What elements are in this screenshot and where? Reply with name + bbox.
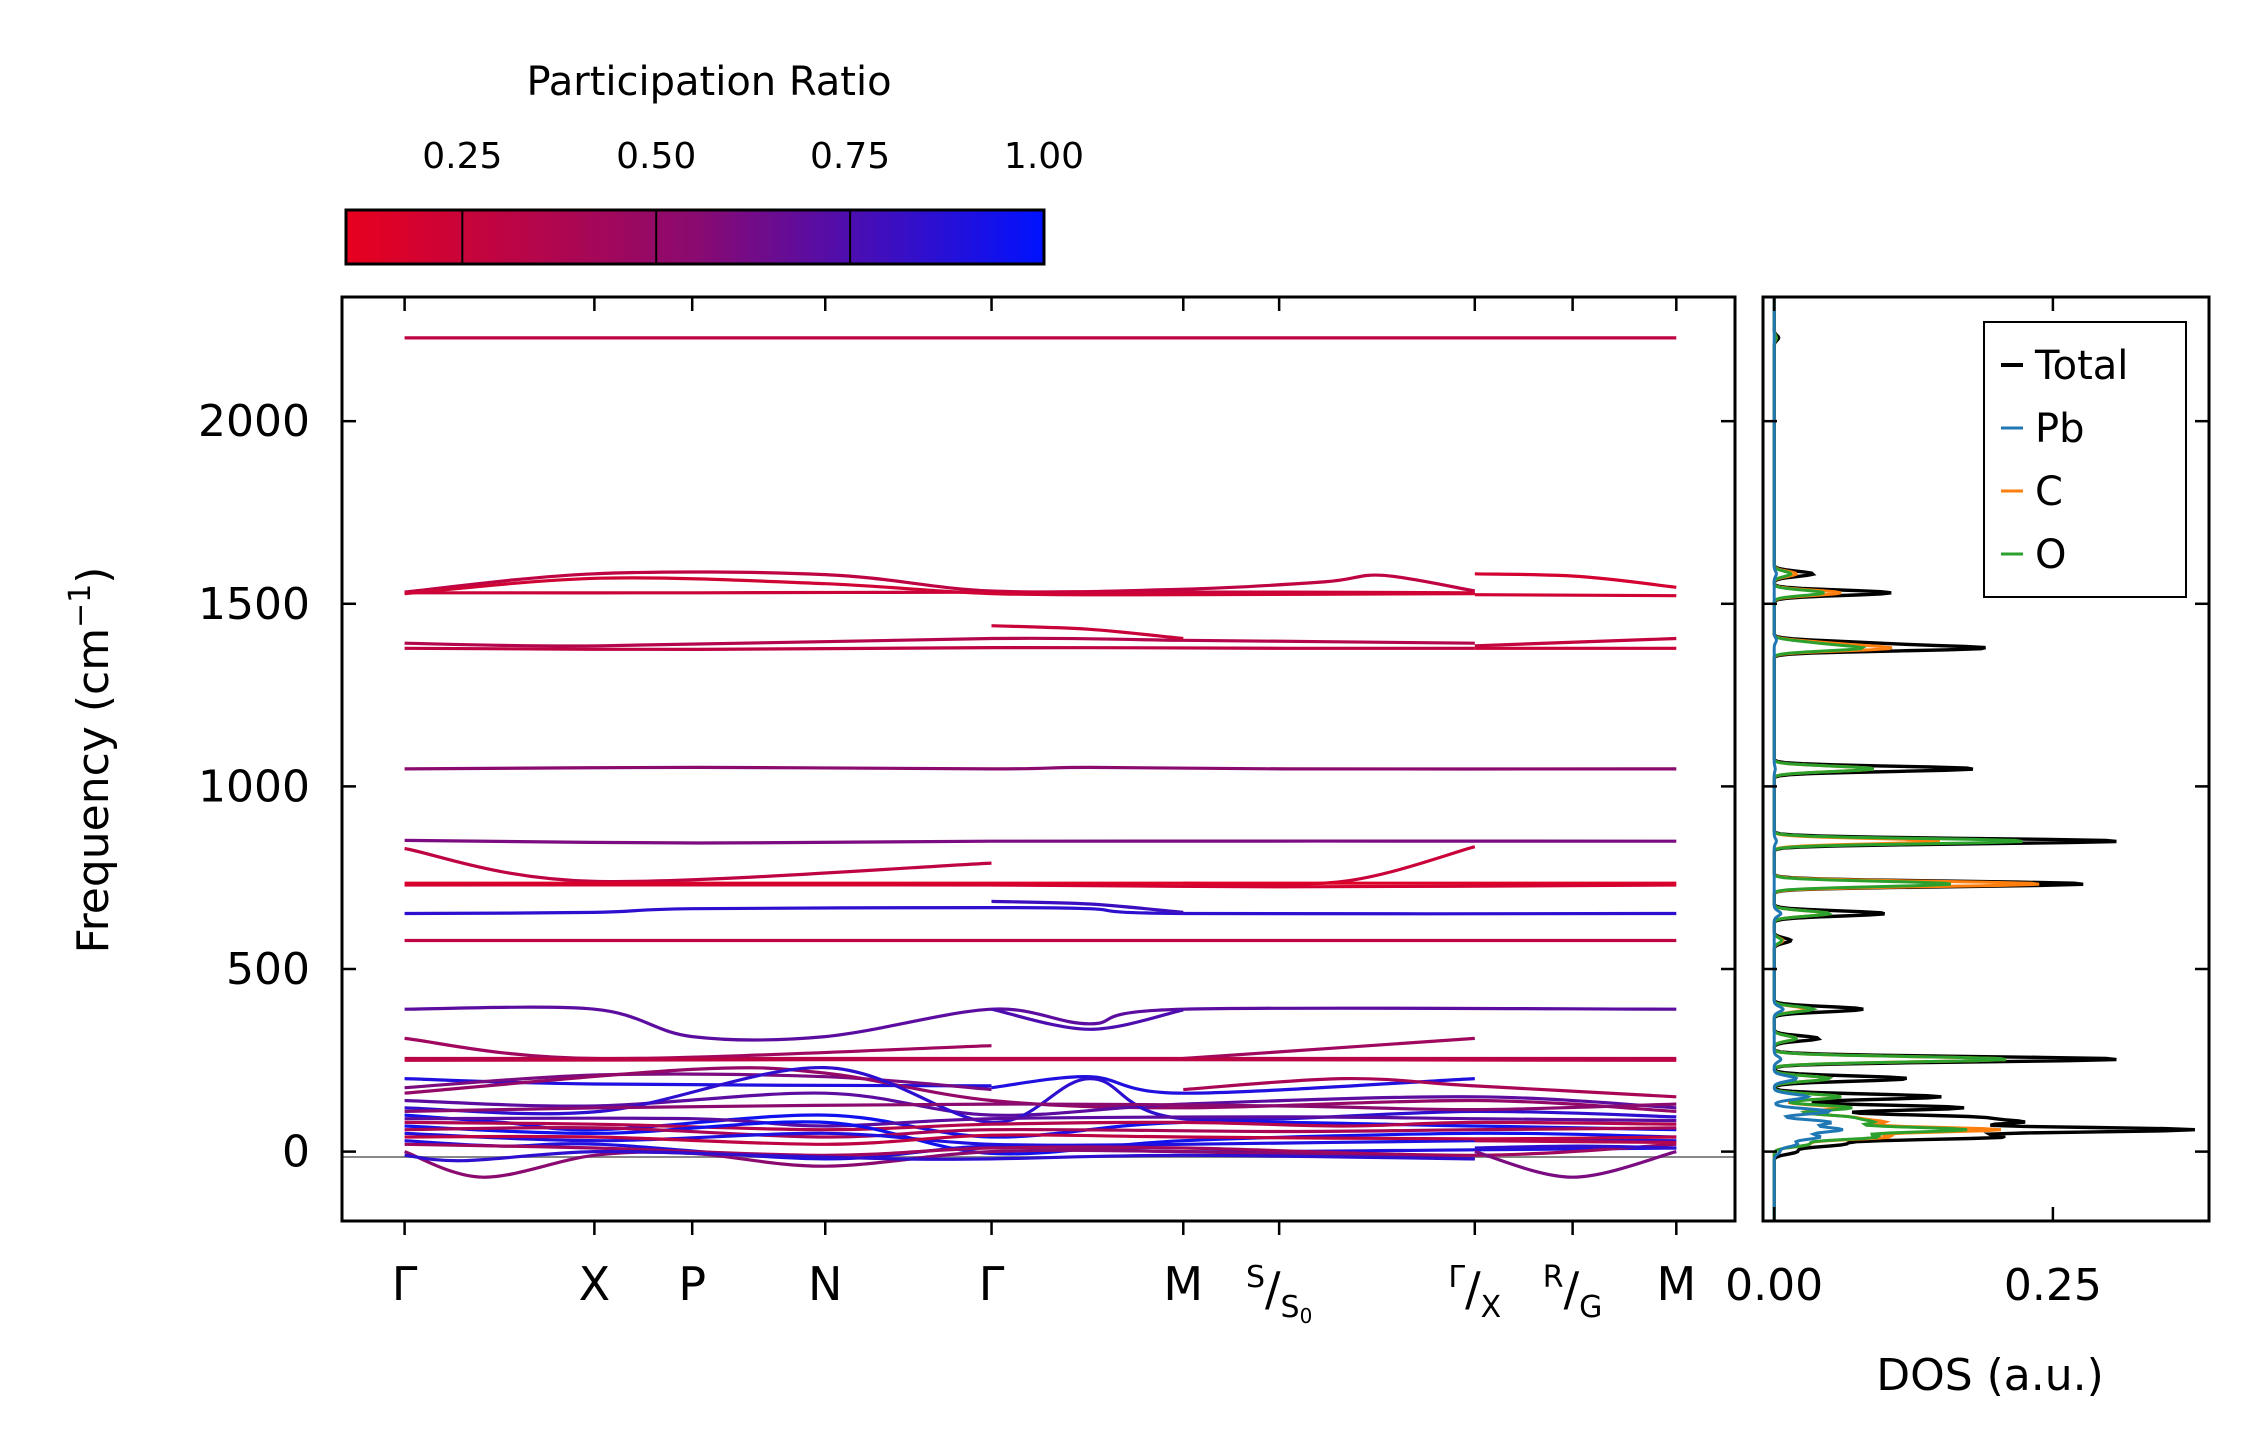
band-acoustic4 bbox=[1474, 1144, 1677, 1150]
band-b205 bbox=[404, 1072, 992, 1092]
y-tick-label: 0 bbox=[282, 1127, 310, 1178]
band-b850 bbox=[404, 838, 1677, 845]
band-c-o-5 bbox=[1474, 593, 1677, 598]
colorbar-ticks: 0.25 0.50 0.75 1.00 bbox=[422, 136, 1084, 264]
band-b1050 bbox=[404, 765, 1677, 771]
band-lines bbox=[404, 336, 1677, 1179]
k-point-label: X bbox=[579, 1257, 611, 1311]
band-b1390d bbox=[1474, 636, 1677, 648]
dos-axes-frame bbox=[1761, 295, 2211, 1223]
k-point-label: P bbox=[678, 1257, 706, 1311]
legend-box bbox=[1983, 321, 2187, 598]
colorbar-tick-label: 0.50 bbox=[616, 136, 696, 177]
band-acoustic1 bbox=[404, 1148, 1475, 1179]
band-b650 bbox=[404, 905, 1677, 916]
legend: Total Pb CO bbox=[1983, 321, 2187, 598]
band-b390b bbox=[991, 1007, 1184, 1031]
y-tick-label: 500 bbox=[226, 944, 310, 995]
band-y-ticks: 0 500 1000 1500 2000 bbox=[198, 396, 1735, 1178]
colorbar-tick-label: 1.00 bbox=[1004, 136, 1084, 177]
k-point-label: N bbox=[808, 1257, 842, 1311]
band-b830 bbox=[404, 846, 992, 884]
band-structure-panel: 0 500 1000 1500 2000 Γ X P N Γ M S/S0 Γ/X R/G M Frequ… bbox=[63, 295, 1737, 1328]
band-b20 bbox=[404, 1142, 1677, 1157]
band-b110 bbox=[404, 1102, 1677, 1113]
band-b680 bbox=[991, 899, 1184, 914]
band-acoustic3 bbox=[1474, 1150, 1677, 1179]
band-b250 bbox=[404, 1057, 1677, 1062]
band-b205b bbox=[1183, 1076, 1677, 1099]
colorbar: Participation Ratio 0.25 0.50 0.75 1.00 bbox=[344, 59, 1084, 266]
band-b60 bbox=[404, 1126, 1677, 1139]
band-b140 bbox=[404, 1091, 1677, 1117]
dos-ticks: 0.00 0.25 bbox=[1725, 297, 2209, 1311]
legend-label: C bbox=[2035, 469, 2063, 515]
band-c-o-4 bbox=[1474, 572, 1677, 589]
band-acoustic5 bbox=[1474, 1139, 1677, 1145]
k-point-label: Γ bbox=[392, 1257, 418, 1311]
k-point-label: M bbox=[1656, 1257, 1696, 1311]
k-point-label: Γ bbox=[979, 1257, 1005, 1311]
band-b1390a bbox=[404, 636, 1475, 648]
dos-lines bbox=[1772, 297, 2195, 1221]
k-point-label: Γ/X bbox=[1448, 1260, 1501, 1325]
colorbar-gradient bbox=[344, 208, 1046, 266]
colorbar-tick-label: 0.75 bbox=[810, 136, 890, 177]
band-axes-frame bbox=[340, 295, 1737, 1223]
k-point-label: S/S0 bbox=[1246, 1260, 1312, 1328]
dos-x-tick-label: 0.00 bbox=[1725, 1260, 1823, 1311]
legend-label: Pb bbox=[2035, 406, 2085, 452]
y-tick-label: 1000 bbox=[198, 761, 310, 812]
band-b80 bbox=[404, 1120, 1677, 1132]
band-b90 bbox=[404, 1115, 1677, 1128]
band-b70 bbox=[404, 1120, 1677, 1156]
band-c-o-3 bbox=[404, 576, 1475, 597]
band-b200 bbox=[404, 1077, 992, 1088]
band-b40 bbox=[404, 1133, 1677, 1146]
band-b1390c bbox=[991, 624, 1184, 641]
dos-x-axis-label: DOS (a.u.) bbox=[1876, 1350, 2104, 1401]
dos-x-tick-label: 0.25 bbox=[2004, 1260, 2102, 1311]
band-acoustic2 bbox=[404, 1149, 1475, 1163]
band-b310b bbox=[1183, 1036, 1475, 1061]
y-tick-label: 2000 bbox=[198, 396, 310, 447]
band-b30 bbox=[404, 1139, 1677, 1161]
colorbar-tick-label: 0.25 bbox=[422, 136, 502, 177]
colorbar-title: Participation Ratio bbox=[526, 59, 891, 105]
band-b830b bbox=[1183, 845, 1476, 887]
band-b1390b bbox=[404, 645, 1475, 652]
legend-label: Total bbox=[2034, 343, 2128, 389]
band-b310 bbox=[404, 1036, 992, 1061]
y-axis-label: Frequency (cm−1) bbox=[63, 567, 119, 954]
dos-series-pb bbox=[1772, 297, 1844, 1221]
band-b160 bbox=[404, 1066, 1677, 1113]
band-c-o-1 bbox=[404, 570, 1476, 594]
y-tick-label: 1500 bbox=[198, 579, 310, 630]
k-point-label: R/G bbox=[1543, 1260, 1603, 1325]
legend-label: O bbox=[2035, 532, 2066, 578]
band-b200b bbox=[991, 1075, 1475, 1095]
dos-panel: 0.00 0.25 DOS (a.u.) Total Pb CO bbox=[1725, 295, 2211, 1401]
k-point-label: M bbox=[1163, 1257, 1203, 1311]
band-k-point-ticks: Γ X P N Γ M S/S0 Γ/X R/G M bbox=[392, 297, 1696, 1328]
band-b390 bbox=[404, 1005, 1677, 1042]
band-b730 bbox=[404, 883, 1677, 889]
